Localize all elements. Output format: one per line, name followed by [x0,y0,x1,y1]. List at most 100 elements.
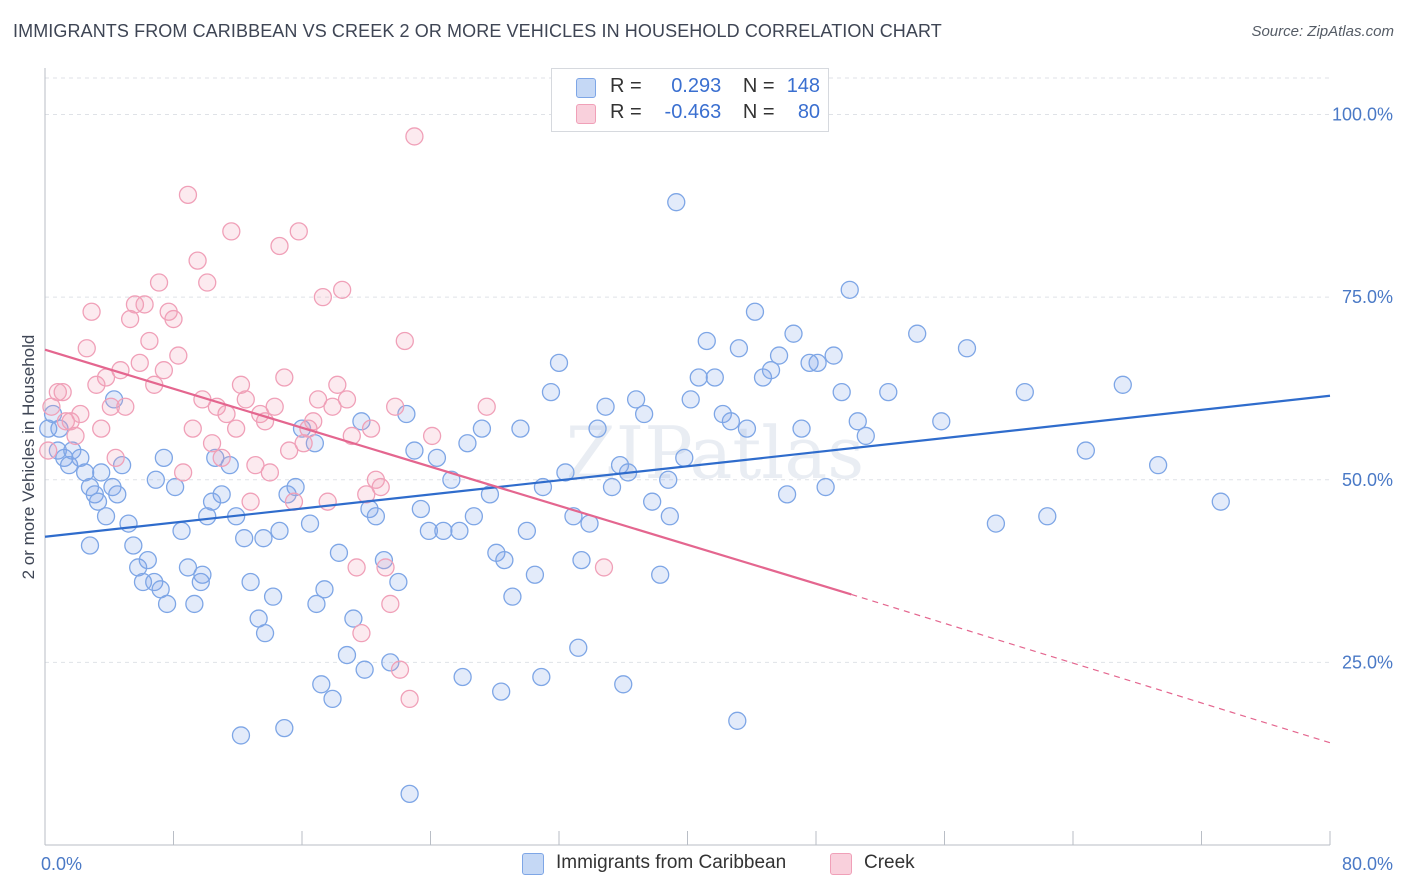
trend-line-caribbean [44,394,1331,538]
point-creek-23 [149,273,169,292]
point-caribbean-79 [572,550,591,570]
point-caribbean-120 [986,514,1006,533]
grid-lines [45,77,1330,663]
point-creek-50 [279,441,299,460]
point-creek-11 [92,419,111,438]
point-caribbean-125 [1148,456,1168,475]
point-creek-77 [422,426,442,446]
point-caribbean-142 [80,536,100,555]
point-creek-21 [140,331,159,351]
point-caribbean-76 [549,353,569,373]
point-creek-48 [270,236,289,256]
point-caribbean-69 [495,550,514,570]
point-caribbean-103 [761,361,781,380]
point-creek-74 [395,331,414,351]
point-caribbean-132 [312,675,331,694]
point-creek-64 [347,558,366,577]
point-caribbean-145 [202,492,222,511]
point-caribbean-118 [932,412,951,431]
point-caribbean-105 [777,485,797,504]
point-creek-14 [106,448,125,467]
point-caribbean-98 [721,412,741,431]
point-caribbean-134 [400,784,419,804]
trend-lines [44,348,1331,744]
point-caribbean-21 [145,572,164,592]
point-caribbean-59 [419,521,439,541]
point-caribbean-26 [178,558,198,577]
point-caribbean-58 [411,499,431,519]
point-creek-52 [289,222,308,241]
y-tick-label-1: 50.0% [1342,470,1393,490]
point-creek-30 [183,419,202,438]
point-caribbean-144 [146,470,165,489]
point-caribbean-110 [816,477,835,497]
point-caribbean-88 [643,492,662,511]
point-creek-71 [381,594,400,614]
point-caribbean-106 [784,324,803,343]
point-caribbean-16 [119,514,138,533]
point-caribbean-143 [88,492,108,511]
point-creek-72 [386,397,405,416]
point-caribbean-45 [315,580,334,599]
point-caribbean-124 [1113,375,1132,394]
point-creek-17 [120,309,140,329]
point-caribbean-137 [532,667,551,687]
point-creek-55 [304,412,323,431]
point-caribbean-133 [355,660,374,679]
y-axis-label: 2 or more Vehicles in Household [19,335,38,580]
point-caribbean-121 [1015,382,1034,402]
point-caribbean-18 [129,558,148,577]
point-caribbean-113 [840,280,859,299]
r-label-caribbean: R = [610,75,642,97]
point-creek-75 [400,689,419,709]
point-caribbean-7 [71,448,90,467]
point-creek-10 [87,375,106,394]
point-creek-19 [130,353,149,373]
legend-label-caribbean: Immigrants from Caribbean [556,852,787,873]
point-caribbean-128 [154,448,174,467]
chart-title: IMMIGRANTS FROM CARIBBEAN VS CREEK 2 OR … [13,21,942,41]
point-caribbean-111 [824,346,843,365]
point-creek-4 [56,412,76,431]
y-tick-label-0: 25.0% [1342,652,1393,672]
point-caribbean-53 [374,550,394,570]
point-creek-67 [361,419,381,438]
point-caribbean-89 [651,565,670,584]
point-caribbean-91 [667,193,686,212]
point-caribbean-138 [569,638,588,657]
point-caribbean-4 [59,456,79,475]
point-creek-47 [265,397,284,416]
source-label: Source: ZipAtlas.com [1251,23,1394,40]
point-caribbean-99 [729,339,749,358]
correlation-legend: R = 0.293 N = 148 R = -0.463 N = 80 [551,68,829,132]
point-creek-49 [275,368,294,387]
n-label-caribbean: N = [742,75,775,97]
point-creek-46 [260,463,280,482]
n-value-caribbean: 148 [786,75,821,97]
point-caribbean-65 [464,507,484,526]
point-creek-31 [188,251,207,270]
point-caribbean-119 [957,339,977,358]
point-creek-24 [154,361,174,380]
point-creek-3 [53,382,72,402]
point-caribbean-27 [185,594,204,614]
point-caribbean-37 [255,624,275,643]
point-caribbean-29 [198,507,217,526]
point-caribbean-71 [511,419,530,438]
point-creek-36 [212,448,231,467]
point-caribbean-90 [659,470,678,489]
point-caribbean-139 [614,675,633,694]
point-creek-42 [241,492,260,511]
trend-line-dashed-creek [851,593,1331,744]
point-creek-8 [77,339,96,358]
point-caribbean-46 [323,689,342,709]
point-creek-58 [318,492,337,511]
point-creek-61 [333,280,352,299]
point-caribbean-146 [254,529,273,548]
point-caribbean-114 [848,412,867,431]
legend-swatch-creek [576,104,596,124]
point-caribbean-39 [270,521,289,541]
point-caribbean-116 [879,382,898,402]
point-caribbean-104 [769,346,789,365]
